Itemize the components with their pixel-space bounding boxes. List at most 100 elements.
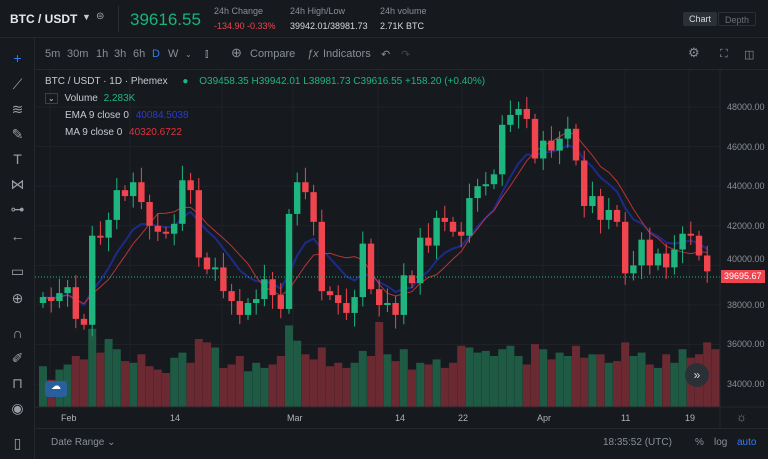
interval-1h[interactable]: 1h [96, 48, 109, 60]
volume-bar [80, 359, 88, 407]
interval-30m[interactable]: 30m [67, 48, 89, 60]
interval-3h[interactable]: 3h [114, 48, 127, 60]
interval-6h[interactable]: 6h [133, 48, 146, 60]
candle-body [425, 237, 432, 246]
volume-bar [604, 362, 613, 407]
candle-body [515, 108, 522, 115]
volume-bar [531, 344, 539, 407]
trash-icon[interactable]: ▯ [13, 435, 22, 451]
price-tick: 48000.00 [727, 102, 765, 112]
scroll-to-realtime-button[interactable]: » [685, 363, 709, 387]
interval-d[interactable]: D [152, 48, 160, 60]
ohlc-high: H39942.01 [251, 76, 301, 87]
tab-chart[interactable]: Chart [683, 12, 718, 26]
candle-body [154, 225, 161, 232]
crosshair-icon[interactable]: + [13, 50, 22, 66]
candle-body [408, 275, 416, 284]
volume-bar [481, 350, 490, 407]
candle-body [244, 303, 252, 315]
candle-body [318, 221, 325, 292]
volume-bar [309, 359, 318, 407]
gear-icon[interactable]: ⚙ [688, 45, 700, 60]
candle-body [39, 297, 47, 304]
tab-depth[interactable]: Depth [718, 12, 757, 26]
fullscreen-icon[interactable]: ⛶ [720, 48, 728, 60]
trendline-icon[interactable]: ⟋ [12, 76, 23, 92]
volume-bar [129, 362, 138, 407]
volume-bar [440, 367, 449, 407]
auto-toggle[interactable]: auto [737, 437, 757, 448]
candle-body [548, 140, 555, 151]
ohlc-close: C39616.55 [353, 76, 403, 87]
interval-w[interactable]: W [168, 48, 179, 60]
price-tick: 38000.00 [727, 300, 765, 310]
camera-icon[interactable]: ◫ [744, 49, 755, 61]
candle-body [581, 160, 588, 206]
candle-type-icon[interactable]: ⫾ [205, 48, 209, 60]
pair-selector[interactable]: BTC / USDT [10, 12, 78, 26]
volume-bar [613, 361, 621, 407]
interval-5m[interactable]: 5m [45, 48, 61, 60]
fx-icon[interactable]: ƒx [307, 48, 319, 60]
volume-bar [662, 354, 671, 407]
stat-value: -134.90 -0.33% [214, 21, 276, 31]
candle-body [458, 231, 465, 236]
candle-body [335, 295, 342, 304]
prediction-icon[interactable]: ⊶ [10, 201, 25, 217]
ruler-icon[interactable]: ▭ [10, 263, 25, 279]
date-range-button[interactable]: Date Range ⌄ [51, 437, 116, 448]
candle-body [80, 318, 88, 325]
volume-bar [711, 349, 720, 407]
chevron-down-icon[interactable]: ▼ [82, 12, 91, 22]
volume-bar [350, 362, 359, 407]
lock-drawing-icon[interactable]: ✐ [11, 350, 24, 366]
redo-icon[interactable]: ↷ [401, 49, 411, 61]
candle-body [540, 140, 547, 159]
volume-bar [514, 356, 523, 407]
candle-body [466, 198, 473, 236]
ma-value: 40320.6722 [129, 127, 182, 138]
indicators-button[interactable]: Indicators [323, 48, 371, 60]
volume-bar [227, 364, 236, 407]
compare-button[interactable]: Compare [250, 48, 296, 60]
brush-icon[interactable]: ✎ [11, 126, 24, 142]
pattern-icon[interactable]: ⋈ [10, 176, 25, 192]
stat-label: 24h High/Low [290, 6, 346, 16]
text-icon[interactable]: T [13, 151, 22, 167]
lock-icon[interactable]: ⊓ [12, 375, 23, 391]
chevron-down-icon[interactable]: ⌄ [185, 50, 192, 59]
volume-bar [506, 345, 515, 407]
zoom-in-icon[interactable]: ⊕ [11, 290, 24, 306]
undo-icon[interactable]: ↶ [381, 49, 391, 61]
percent-toggle[interactable]: % [695, 437, 704, 448]
candle-body [490, 174, 498, 185]
candle-body [121, 190, 129, 197]
candle-body [449, 221, 457, 232]
favorite-icon[interactable]: ⊜ [96, 11, 105, 22]
candle-body [704, 255, 711, 272]
volume-bar [293, 340, 302, 407]
chart-toolbar: 5m 30m 1h 3h 6h D W ⌄ ⫾ ⊕ Compare ƒx Ind… [35, 38, 768, 70]
plus-circle-icon[interactable]: ⊕ [231, 45, 242, 60]
price-tick: 46000.00 [727, 142, 765, 152]
volume-legend: ⌄ Volume 2.283K [45, 93, 135, 104]
candle-body [269, 279, 276, 296]
magnet-icon[interactable]: ∩ [12, 325, 23, 341]
volume-bar [654, 367, 662, 407]
volume-bar [268, 364, 277, 407]
settings-sun-icon[interactable]: ☼ [736, 410, 747, 424]
time-tick: Apr [537, 413, 552, 423]
eye-icon[interactable]: ◉ [11, 400, 24, 416]
candle-body [400, 275, 407, 315]
stat-24h-volume: 24h volume 2.71K BTC [380, 6, 427, 31]
candle-body [179, 180, 186, 224]
candle-body [572, 128, 580, 161]
volume-bar [194, 339, 203, 407]
back-arrow-icon[interactable]: ← [10, 228, 25, 244]
last-price: 39616.55 [130, 10, 201, 29]
fib-icon[interactable]: ≋ [11, 101, 24, 117]
collapse-chevron-icon[interactable]: ⌄ [45, 93, 58, 104]
cloud-icon[interactable]: ☁ [45, 381, 67, 397]
log-toggle[interactable]: log [714, 437, 728, 448]
